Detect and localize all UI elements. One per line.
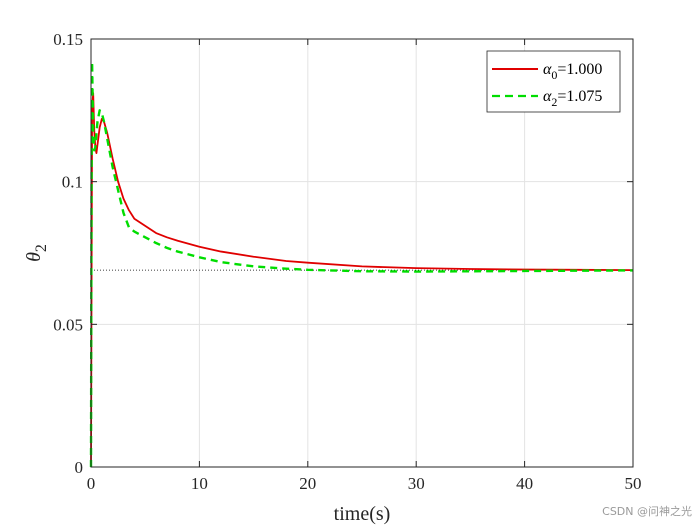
- legend-box: [486, 50, 621, 113]
- x-tick-label-3: 30: [408, 474, 425, 493]
- legend-label-alpha2-sub: 2: [551, 95, 557, 109]
- x-tick-label-5: 50: [625, 474, 642, 493]
- watermark: CSDN @问神之光: [602, 505, 692, 518]
- x-axis-label: time(s): [334, 503, 391, 525]
- y-tick-label-1: 0.05: [53, 315, 83, 334]
- x-tick-label-1: 10: [191, 474, 208, 493]
- y-tick-label-3: 0.15: [53, 30, 83, 49]
- x-tick-label-2: 20: [299, 474, 316, 493]
- plot-frame: [90, 38, 634, 468]
- legend-label-alpha2-base: α: [543, 88, 552, 105]
- legend-label-alpha0: α0=1.000: [543, 61, 602, 82]
- grid: [91, 39, 633, 467]
- series-line-0: [90, 92, 634, 468]
- y-axis-label-sub: 2: [33, 244, 50, 252]
- series-line-1: [89, 60, 634, 468]
- legend: α0=1.000 α2=1.075: [486, 50, 621, 113]
- legend-label-alpha2: α2=1.075: [543, 88, 602, 109]
- y-tick-label-2: 0.1: [62, 173, 83, 192]
- legend-label-alpha2-suffix: =1.075: [557, 88, 602, 105]
- x-tick-label-4: 40: [516, 474, 533, 493]
- x-tick-label-0: 0: [87, 474, 96, 493]
- series-layer: [89, 60, 634, 468]
- legend-label-alpha0-suffix: =1.000: [557, 61, 602, 78]
- y-axis-label-base: θ: [23, 252, 45, 262]
- legend-label-alpha0-sub: 0: [551, 68, 557, 82]
- legend-label-alpha0-base: α: [543, 61, 552, 78]
- y-axis-label: θ2: [23, 244, 50, 262]
- y-tick-label-0: 0: [75, 458, 84, 477]
